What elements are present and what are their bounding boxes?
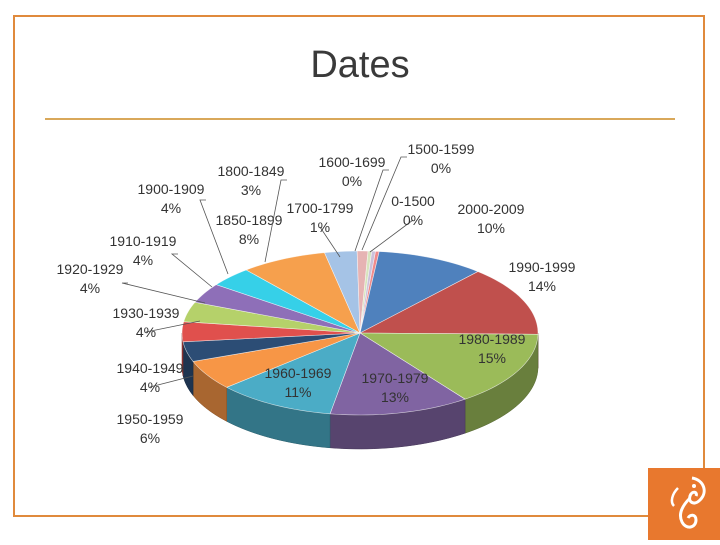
data-label-percent: 10% [477, 220, 505, 236]
data-label-percent: 0% [431, 160, 451, 176]
data-label-category: 2000-2009 [458, 201, 525, 217]
data-label-percent: 15% [478, 350, 506, 366]
data-label-category: 1600-1699 [319, 154, 386, 170]
data-label-percent: 0% [342, 173, 362, 189]
data-label-category: 1980-1989 [459, 331, 526, 347]
data-label-category: 1500-1599 [408, 141, 475, 157]
data-label-category: 1920-1929 [57, 261, 124, 277]
data-label-category: 1960-1969 [265, 365, 332, 381]
data-label-category: 1800-1849 [218, 163, 285, 179]
leader-line-1920-1929 [122, 283, 205, 303]
data-label-category: 1900-1909 [138, 181, 205, 197]
data-label-percent: 14% [528, 278, 556, 294]
data-label-category: 1990-1999 [509, 259, 576, 275]
leader-line-1910-1919 [172, 254, 212, 287]
data-label-percent: 0% [403, 212, 423, 228]
data-label-category: 1930-1939 [113, 305, 180, 321]
data-label-category: 1970-1979 [362, 370, 429, 386]
data-label-percent: 8% [239, 231, 259, 247]
logo [648, 468, 720, 540]
data-label-category: 1910-1919 [110, 233, 177, 249]
data-label-percent: 4% [136, 324, 156, 340]
seahorse-logo-icon [648, 468, 720, 540]
data-label-category: 1700-1799 [287, 200, 354, 216]
data-label-category: 1950-1959 [117, 411, 184, 427]
data-label-category: 1850-1899 [216, 212, 283, 228]
data-label-percent: 1% [310, 219, 330, 235]
data-label-percent: 4% [161, 200, 181, 216]
data-label-percent: 13% [381, 389, 409, 405]
data-label-category: 1940-1949 [117, 360, 184, 376]
data-label-percent: 4% [133, 252, 153, 268]
data-label-percent: 11% [285, 384, 312, 400]
data-label-percent: 4% [140, 379, 160, 395]
data-label-percent: 4% [80, 280, 100, 296]
data-label-percent: 3% [241, 182, 261, 198]
data-label-category: 0-1500 [391, 193, 435, 209]
data-label-percent: 6% [140, 430, 160, 446]
